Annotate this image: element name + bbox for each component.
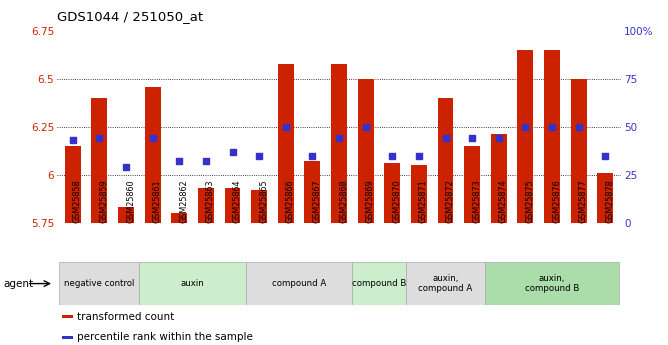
Text: GSM25865: GSM25865 bbox=[259, 179, 268, 223]
Bar bbox=[118, 207, 134, 223]
Bar bbox=[518, 50, 533, 223]
Point bbox=[94, 136, 105, 141]
Text: transformed count: transformed count bbox=[77, 312, 174, 322]
Text: GSM25860: GSM25860 bbox=[126, 179, 135, 223]
Text: GSM25867: GSM25867 bbox=[313, 179, 321, 223]
Bar bbox=[464, 146, 480, 223]
Point bbox=[600, 153, 611, 158]
Text: auxin: auxin bbox=[181, 279, 204, 288]
Point bbox=[227, 149, 238, 155]
Bar bbox=[246, 262, 352, 305]
Point bbox=[494, 136, 504, 141]
Bar bbox=[224, 188, 240, 223]
Text: GSM25868: GSM25868 bbox=[339, 179, 348, 223]
Text: GSM25869: GSM25869 bbox=[365, 179, 375, 223]
Bar bbox=[352, 262, 405, 305]
Bar bbox=[411, 165, 427, 223]
Text: GSM25875: GSM25875 bbox=[526, 179, 534, 223]
Bar bbox=[357, 79, 373, 223]
Text: percentile rank within the sample: percentile rank within the sample bbox=[77, 333, 253, 342]
Bar bbox=[198, 188, 214, 223]
Text: GDS1044 / 251050_at: GDS1044 / 251050_at bbox=[57, 10, 203, 23]
Point bbox=[307, 153, 318, 158]
Bar bbox=[145, 87, 160, 223]
Point bbox=[467, 136, 478, 141]
Bar bbox=[544, 50, 560, 223]
Point bbox=[546, 124, 557, 130]
Text: GSM25863: GSM25863 bbox=[206, 179, 215, 223]
Bar bbox=[65, 146, 81, 223]
Point bbox=[387, 153, 397, 158]
Text: GSM25864: GSM25864 bbox=[232, 179, 242, 223]
Point bbox=[360, 124, 371, 130]
Bar bbox=[140, 262, 246, 305]
Text: GSM25874: GSM25874 bbox=[499, 179, 508, 223]
Text: compound A: compound A bbox=[272, 279, 326, 288]
Bar bbox=[305, 161, 321, 223]
Bar bbox=[570, 79, 587, 223]
Bar bbox=[278, 63, 294, 223]
Point bbox=[281, 124, 291, 130]
Text: GSM25870: GSM25870 bbox=[392, 179, 401, 223]
Text: GSM25862: GSM25862 bbox=[179, 179, 188, 223]
Point bbox=[174, 158, 184, 164]
Text: GSM25878: GSM25878 bbox=[605, 179, 615, 223]
Text: GSM25866: GSM25866 bbox=[286, 179, 295, 223]
Text: GSM25872: GSM25872 bbox=[446, 179, 454, 223]
Bar bbox=[597, 173, 613, 223]
Bar bbox=[171, 213, 187, 223]
Text: GSM25877: GSM25877 bbox=[578, 179, 588, 223]
Point bbox=[334, 136, 345, 141]
Bar bbox=[384, 163, 400, 223]
Point bbox=[200, 158, 211, 164]
Bar bbox=[405, 262, 486, 305]
Text: GSM25861: GSM25861 bbox=[152, 179, 162, 223]
Point bbox=[520, 124, 531, 130]
Point bbox=[413, 153, 424, 158]
Text: GSM25858: GSM25858 bbox=[73, 179, 81, 223]
Text: GSM25871: GSM25871 bbox=[419, 179, 428, 223]
Text: auxin,
compound A: auxin, compound A bbox=[418, 274, 473, 294]
Text: GSM25873: GSM25873 bbox=[472, 179, 481, 223]
Point bbox=[573, 124, 584, 130]
Bar bbox=[438, 98, 454, 223]
Point bbox=[254, 153, 265, 158]
Bar bbox=[62, 315, 73, 318]
Text: negative control: negative control bbox=[64, 279, 134, 288]
Point bbox=[147, 136, 158, 141]
Point bbox=[67, 137, 78, 143]
Text: agent: agent bbox=[3, 279, 33, 288]
Text: GSM25859: GSM25859 bbox=[100, 179, 108, 223]
Bar bbox=[92, 98, 108, 223]
Bar bbox=[486, 262, 619, 305]
Bar bbox=[59, 262, 140, 305]
Bar bbox=[491, 135, 507, 223]
Bar bbox=[62, 336, 73, 339]
Point bbox=[121, 164, 132, 170]
Bar bbox=[331, 63, 347, 223]
Text: compound B: compound B bbox=[352, 279, 406, 288]
Bar bbox=[251, 190, 267, 223]
Text: GSM25876: GSM25876 bbox=[552, 179, 561, 223]
Point bbox=[440, 136, 451, 141]
Text: auxin,
compound B: auxin, compound B bbox=[525, 274, 579, 294]
